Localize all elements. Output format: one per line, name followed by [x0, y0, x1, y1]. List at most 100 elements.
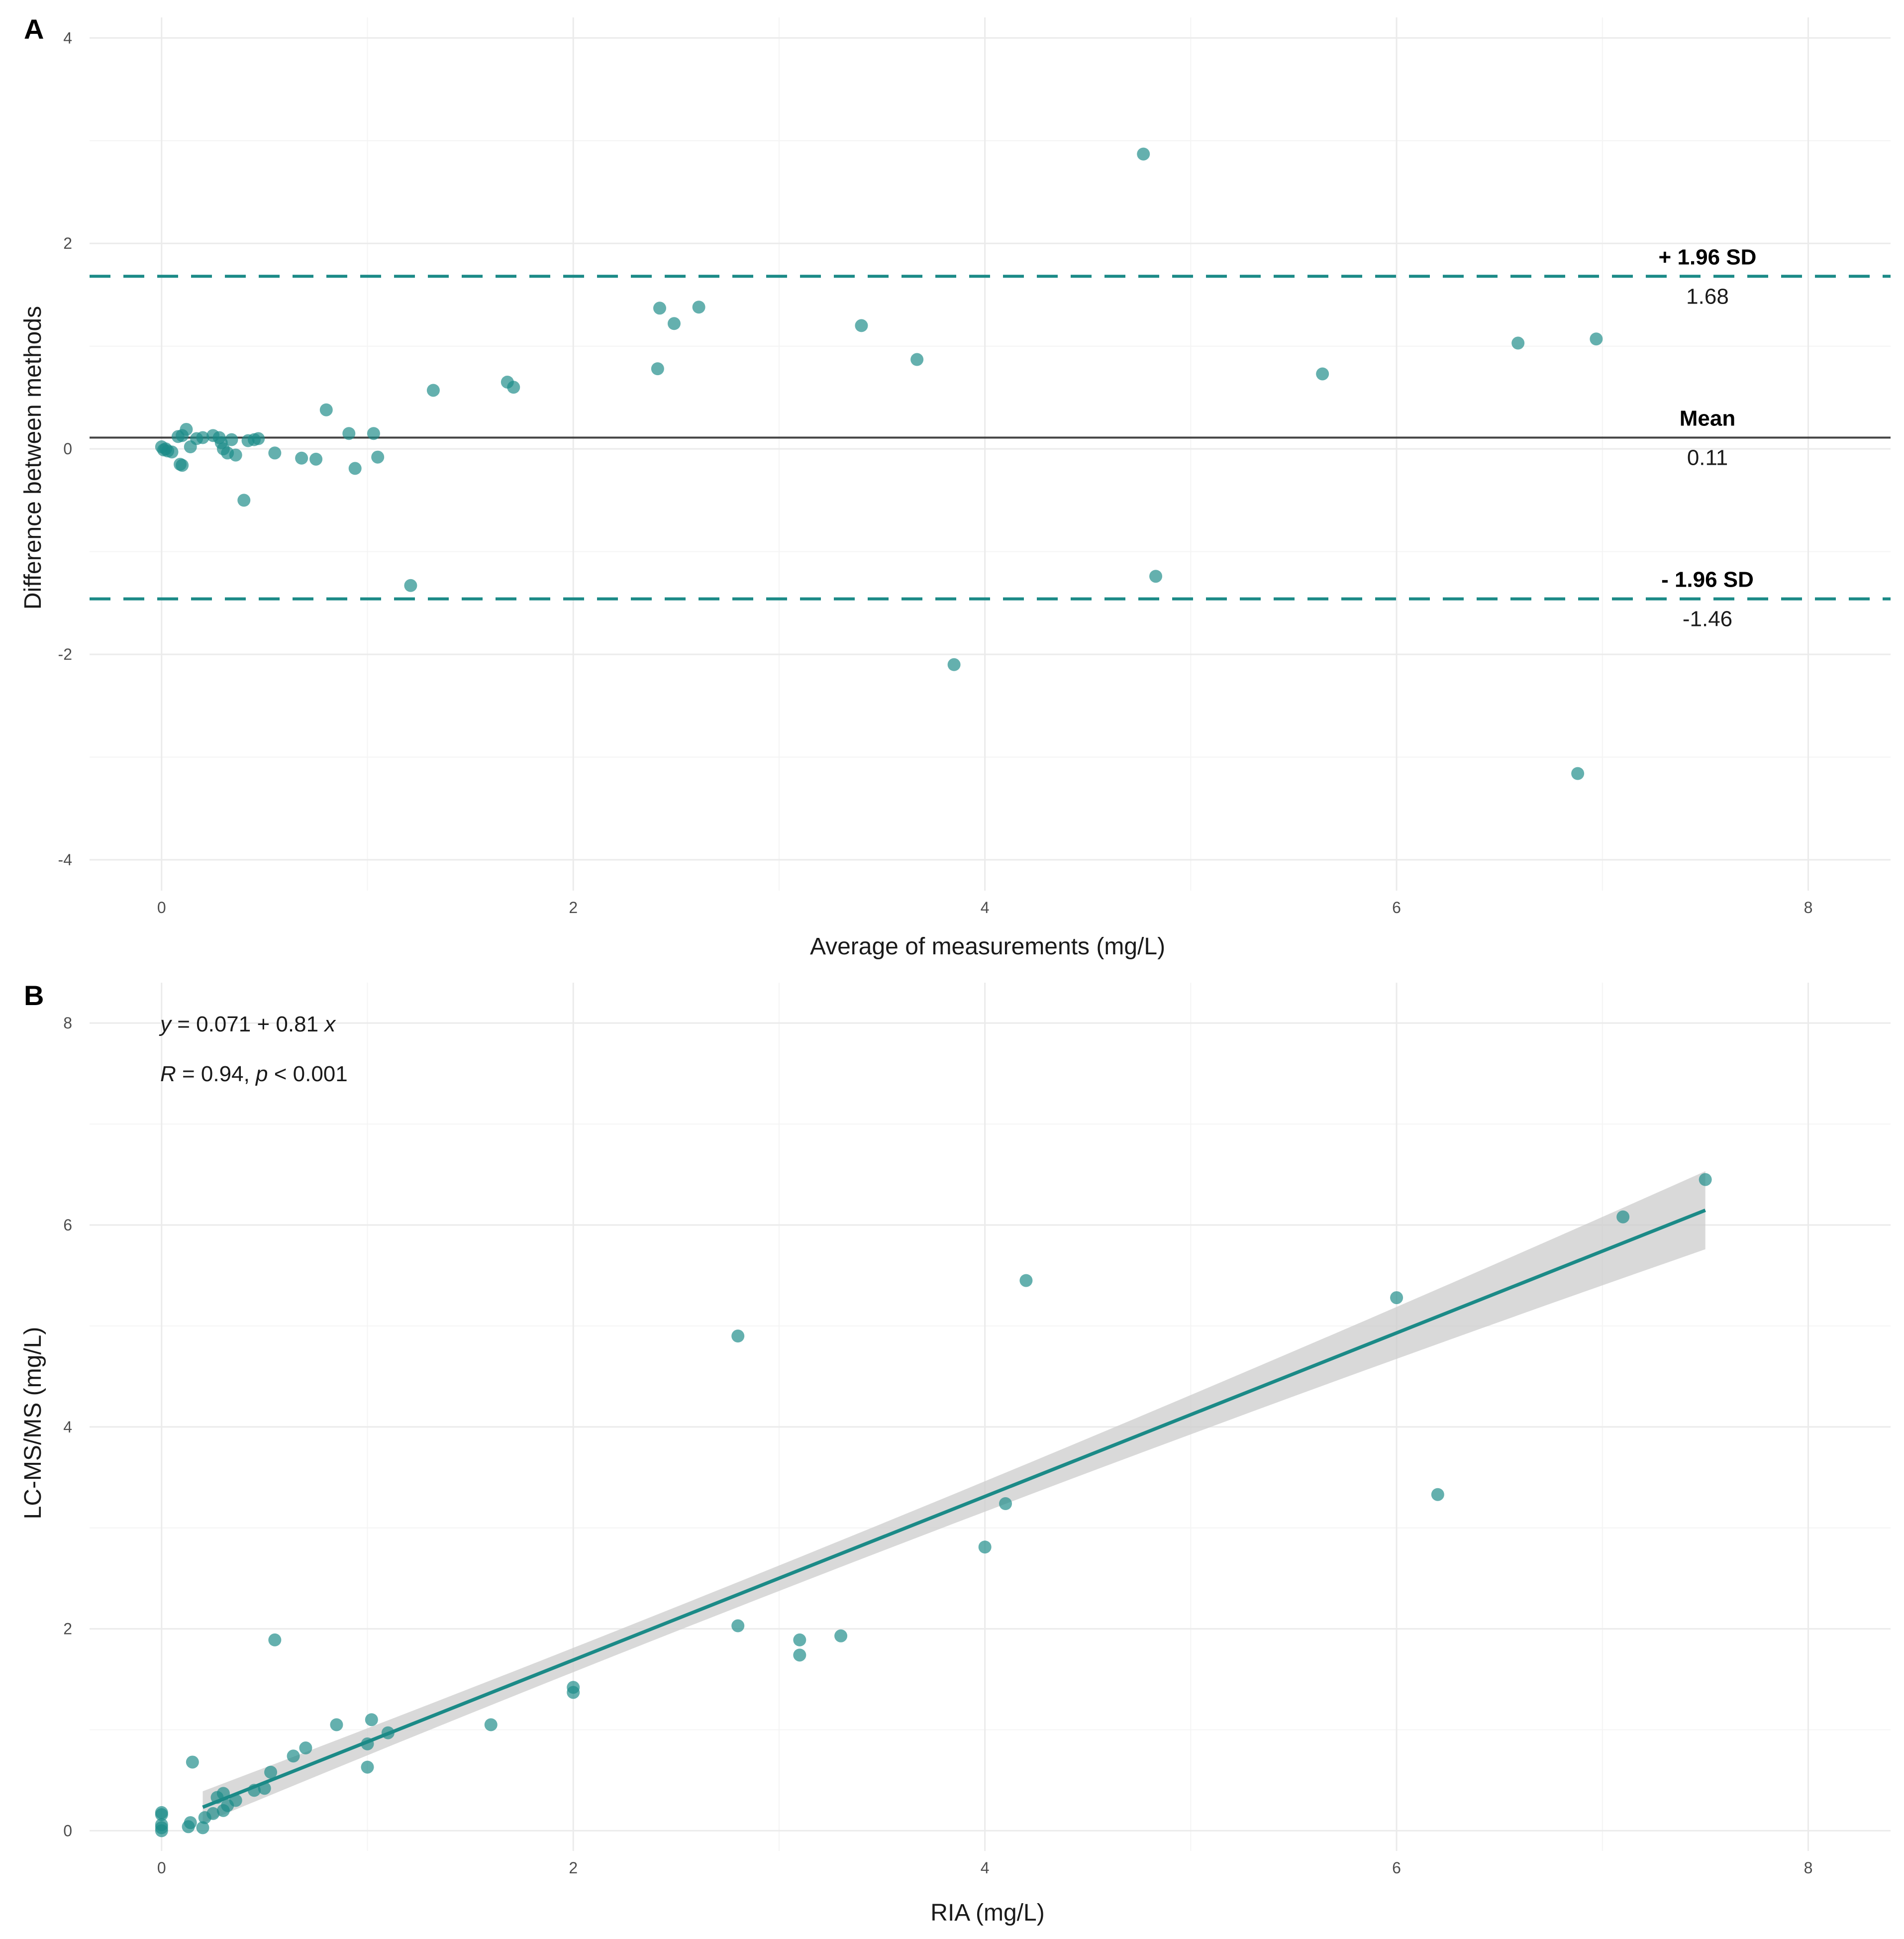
- panel-b-data-point: [1616, 1210, 1630, 1224]
- panel-b-data-point: [330, 1718, 343, 1732]
- panel-b-y-axis-title: LC-MS/MS (mg/L): [20, 1327, 46, 1520]
- panel-b-x-tick-label: 4: [981, 1859, 990, 1877]
- panel-a-data-point: [225, 433, 238, 446]
- panel-a-data-point: [404, 579, 417, 592]
- panel-a-data-point: [309, 452, 323, 466]
- panel-b-data-point: [206, 1807, 220, 1820]
- panel-b-x-tick-label: 6: [1392, 1859, 1401, 1877]
- panel-label-b: B: [24, 980, 44, 1011]
- panel-a-data-point: [1316, 367, 1329, 381]
- panel-b-x-tick-label: 0: [157, 1859, 166, 1877]
- panel-a-data-point: [348, 462, 362, 475]
- panel-b-data-point: [1431, 1488, 1444, 1501]
- panel-b-data-point: [299, 1741, 312, 1755]
- panel-b-data-point: [155, 1818, 168, 1832]
- panel-a-data-point: [1511, 336, 1525, 350]
- panel-b-ticks: 0 2 4 6 8 0 2 4 6 8: [63, 1014, 1812, 1877]
- panel-b-data-point: [155, 1806, 168, 1819]
- stat-equation-body: = 0.071 + 0.81: [171, 1012, 324, 1036]
- upper-limit-value: 1.68: [1686, 284, 1729, 308]
- panel-b-data-point: [287, 1749, 300, 1763]
- panel-b-data-point: [196, 1821, 209, 1835]
- panel-b-data-point: [361, 1760, 374, 1774]
- panel-a-data-point: [947, 658, 961, 671]
- panel-a-data-point: [371, 450, 385, 464]
- panel-b-y-tick-label: 6: [63, 1216, 72, 1234]
- panel-a-y-tick-label: 0: [63, 440, 72, 458]
- panel-a-x-tick-label: 8: [1804, 899, 1813, 917]
- panel-b-x-axis-title: RIA (mg/L): [930, 1900, 1044, 1926]
- panel-a-y-tick-label: 4: [63, 29, 72, 47]
- panel-b-data-point: [567, 1686, 580, 1699]
- panel-a-y-tick-label: -2: [58, 645, 72, 663]
- panel-b-y-tick-label: 0: [63, 1822, 72, 1839]
- panel-a-data-point: [176, 459, 189, 472]
- panel-a-data-point: [268, 446, 282, 460]
- panel-a-data-point: [653, 302, 666, 315]
- panel-b-data-point: [365, 1713, 378, 1727]
- upper-limit-label: + 1.96 SD: [1659, 245, 1757, 269]
- panel-b-data-point: [793, 1633, 806, 1646]
- mean-label: Mean: [1680, 406, 1735, 430]
- panel-a-data-point: [342, 427, 356, 440]
- panel-a-data-point: [252, 432, 265, 445]
- lower-limit-value: -1.46: [1683, 607, 1732, 631]
- panel-a-data-point: [237, 494, 251, 507]
- stat-p-value: < 0.001: [268, 1062, 348, 1086]
- panel-a-x-tick-label: 2: [569, 899, 578, 917]
- panel-a-y-tick-label: -4: [58, 851, 72, 869]
- panel-a-data-point: [165, 445, 179, 459]
- panel-a-data-point: [196, 431, 209, 444]
- regression-line: [202, 1209, 1706, 1809]
- panel-b-data-point: [1019, 1274, 1033, 1287]
- panel-a-annotations: + 1.96 SD 1.68 Mean 0.11 - 1.96 SD -1.46: [1659, 245, 1757, 631]
- panel-a-data-point: [1137, 147, 1150, 161]
- panel-b-fit-line: [202, 1209, 1706, 1809]
- stat-p-symbol: p: [255, 1062, 268, 1086]
- panel-a-data-point: [295, 451, 308, 465]
- panel-b-data-point: [484, 1718, 498, 1732]
- panel-b-data-point: [834, 1629, 848, 1642]
- panel-a-data-point: [667, 317, 681, 330]
- panel-a-x-tick-label: 6: [1392, 899, 1401, 917]
- panel-a-y-tick-label: 2: [63, 234, 72, 252]
- panel-b-data-point: [999, 1497, 1012, 1510]
- panel-a-points: [155, 147, 1603, 780]
- mean-value: 0.11: [1687, 445, 1728, 470]
- panel-b-data-point: [264, 1765, 278, 1779]
- panel-b-grid: [90, 983, 1891, 1851]
- panel-a-data-point: [1571, 767, 1585, 780]
- panel-b-y-tick-label: 2: [63, 1620, 72, 1638]
- panel-b-y-tick-label: 4: [63, 1418, 72, 1436]
- stat-r-symbol: R: [160, 1062, 176, 1086]
- panel-a-reference-lines: [90, 275, 1891, 601]
- panel-a-data-point: [426, 384, 440, 397]
- panel-a-x-tick-label: 4: [981, 899, 990, 917]
- panel-a-data-point: [319, 403, 333, 416]
- lower-limit-label: - 1.96 SD: [1661, 568, 1754, 592]
- panel-a-data-point: [855, 319, 868, 332]
- panel-label-a: A: [24, 13, 44, 45]
- panel-b-data-point: [1699, 1173, 1712, 1186]
- panel-a-data-point: [367, 427, 380, 440]
- panel-b-points: [155, 1173, 1712, 1837]
- panel-b-data-point: [268, 1633, 282, 1646]
- panel-a-y-axis-title: Difference between methods: [20, 306, 46, 610]
- stat-r-value: = 0.94,: [176, 1062, 256, 1086]
- panel-a-data-point: [507, 381, 520, 394]
- panel-b-data-point: [731, 1619, 745, 1633]
- panel-b: B 0 2 4 6 8 0 2 4 6 8 y = 0.071 + 0.81 x R = 0.94…: [20, 980, 1891, 1926]
- panel-a-ticks: 0 2 4 6 8 -4 -2 0 2 4: [58, 29, 1813, 917]
- panel-a-data-point: [229, 448, 242, 462]
- panel-a-data-point: [651, 362, 664, 376]
- panel-a-data-point: [910, 353, 924, 366]
- regression-equation: y = 0.071 + 0.81 x: [159, 1012, 336, 1036]
- stat-x-symbol: x: [323, 1012, 336, 1036]
- panel-a-data-point: [1590, 332, 1603, 346]
- panel-b-data-point: [184, 1816, 197, 1830]
- panel-b-y-tick-label: 8: [63, 1014, 72, 1032]
- panel-b-data-point: [978, 1540, 992, 1554]
- stat-y-symbol: y: [159, 1012, 173, 1036]
- panel-a-x-axis-title: Average of measurements (mg/L): [810, 933, 1165, 960]
